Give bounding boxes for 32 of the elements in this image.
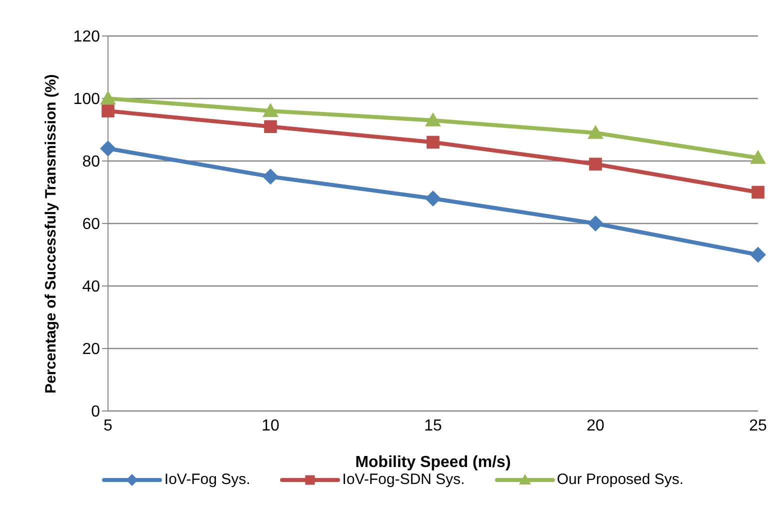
x-tick-label: 10: [262, 417, 280, 434]
x-tick-label: 20: [586, 417, 604, 434]
legend-label: Our Proposed Sys.: [556, 471, 684, 488]
point: [750, 246, 766, 263]
y-tick-label: 60: [82, 216, 100, 234]
legend-label: IoV-Fog Sys.: [164, 471, 250, 488]
x-axis-title: Mobility Speed (m/s): [355, 454, 511, 471]
point: [425, 190, 441, 206]
point: [425, 112, 441, 126]
point: [100, 140, 116, 156]
y-tick-label: 120: [73, 28, 100, 46]
y-tick-label: 20: [82, 341, 100, 358]
y-tick-label: 40: [82, 278, 100, 296]
point: [588, 216, 604, 232]
x-tick-label: 5: [104, 417, 113, 434]
point: [752, 186, 764, 199]
point: [262, 168, 278, 185]
legend-label: IoV-Fog-SDN Sys.: [342, 471, 465, 488]
x-tick-label: 25: [749, 417, 767, 434]
point: [102, 104, 114, 118]
point: [262, 103, 278, 117]
x-tick-label: 15: [424, 417, 442, 434]
point: [589, 158, 602, 171]
point: [264, 120, 277, 134]
point: [426, 136, 440, 149]
y-tick-label: 80: [82, 154, 100, 171]
point: [100, 90, 116, 104]
point: [588, 124, 604, 139]
y-axis-title: Percentage of Successfuly Transmission (%): [42, 74, 60, 394]
y-tick-label: 100: [73, 91, 100, 108]
point: [750, 150, 766, 164]
y-tick-label: 0: [91, 404, 100, 421]
